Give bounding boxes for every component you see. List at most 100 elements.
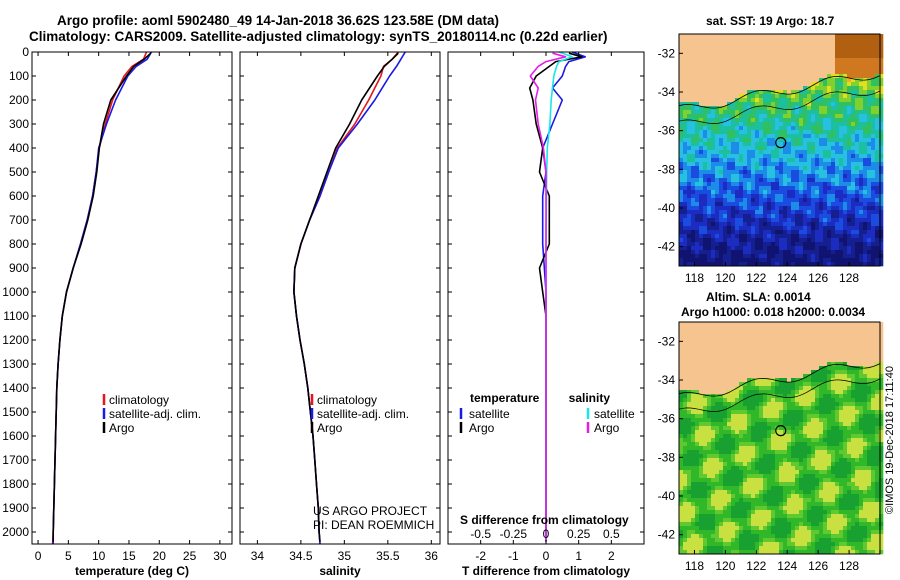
map-cell (803, 334, 808, 339)
map-cell (787, 450, 792, 455)
map-cell (843, 162, 848, 167)
map-cell (811, 350, 816, 355)
map-cell (807, 398, 812, 403)
map-cell (783, 66, 788, 71)
map-cell (735, 458, 740, 463)
map-cell (763, 362, 768, 367)
map-cell (827, 366, 832, 371)
pressure-tick-label: 1900 (2, 501, 29, 515)
map-cell (775, 422, 780, 427)
map-cell (799, 342, 804, 347)
map-cell (855, 410, 860, 415)
map-cell (735, 442, 740, 447)
map-cell (735, 126, 740, 131)
map-cell (807, 406, 812, 411)
map-cell (715, 238, 720, 243)
map-cell (739, 94, 744, 99)
map-cell (763, 82, 768, 87)
map-cell (775, 50, 780, 55)
map-cell (855, 434, 860, 439)
map-cell (827, 70, 832, 75)
map-cell (695, 378, 700, 383)
map-cell (815, 106, 820, 111)
map-cell (775, 250, 780, 255)
map-cell (763, 162, 768, 167)
map-cell (683, 158, 688, 163)
map-cell (715, 246, 720, 251)
map-cell (871, 194, 876, 199)
map-cell (779, 242, 784, 247)
map-cell (843, 130, 848, 135)
map-cell (719, 126, 724, 131)
map-cell (871, 366, 876, 371)
map-cell (683, 94, 688, 99)
map-cell (791, 154, 796, 159)
map-cell (819, 210, 824, 215)
map-cell (719, 346, 724, 351)
map-cell (779, 50, 784, 55)
map-cell (783, 338, 788, 343)
map-cell (699, 254, 704, 259)
map-cell (739, 162, 744, 167)
map-cell (767, 226, 772, 231)
map-cell (679, 74, 684, 79)
map-cell (723, 406, 728, 411)
map-cell (871, 402, 876, 407)
map-cell (811, 202, 816, 207)
map-cell (699, 70, 704, 75)
map-cell (811, 422, 816, 427)
map-cell (719, 74, 724, 79)
map-cell (707, 410, 712, 415)
map-cell (859, 438, 864, 443)
map-cell (795, 90, 800, 95)
map-cell (855, 166, 860, 171)
map-cell (839, 250, 844, 255)
map-cell (719, 102, 724, 107)
map-cell (819, 262, 824, 267)
map-cell (699, 38, 704, 43)
map-cell (867, 38, 872, 43)
map-cell (839, 242, 844, 247)
map-cell (807, 70, 812, 75)
map-cell (831, 202, 836, 207)
map-cell (707, 226, 712, 231)
map-cell (803, 454, 808, 459)
pressure-tick-label: 1000 (2, 285, 29, 299)
map-cell (743, 106, 748, 111)
map-cell (783, 410, 788, 415)
pressure-tick-label: 200 (9, 93, 29, 107)
map-cell (859, 58, 864, 63)
map-cell (699, 434, 704, 439)
map-cell (835, 258, 840, 263)
pressure-tick-label: 1100 (3, 309, 29, 323)
diff-legend-label: satellite (594, 407, 635, 421)
map-cell (723, 322, 728, 327)
map-cell (755, 38, 760, 43)
map-cell (807, 414, 812, 419)
map-cell (703, 454, 708, 459)
map-cell (755, 170, 760, 175)
map-cell (763, 334, 768, 339)
map-cell (831, 38, 836, 43)
map-cell (871, 350, 876, 355)
map-cell (683, 42, 688, 47)
temp-series-satellite-adj-clim- (52, 51, 153, 544)
map-cell (823, 210, 828, 215)
map-cell (703, 394, 708, 399)
map-cell (719, 122, 724, 127)
map-cell (711, 246, 716, 251)
map-cell (755, 42, 760, 47)
map-cell (811, 246, 816, 251)
map-cell (827, 450, 832, 455)
map-cell (699, 406, 704, 411)
pi-credit: PI: DEAN ROEMMICH (313, 518, 434, 532)
map-cell (787, 350, 792, 355)
map-cell (727, 126, 732, 131)
map-cell (843, 114, 848, 119)
map-cell (847, 402, 852, 407)
map-cell (723, 398, 728, 403)
map-cell (755, 422, 760, 427)
map-cell (771, 426, 776, 431)
map-cell (699, 66, 704, 71)
map-cell (799, 410, 804, 415)
